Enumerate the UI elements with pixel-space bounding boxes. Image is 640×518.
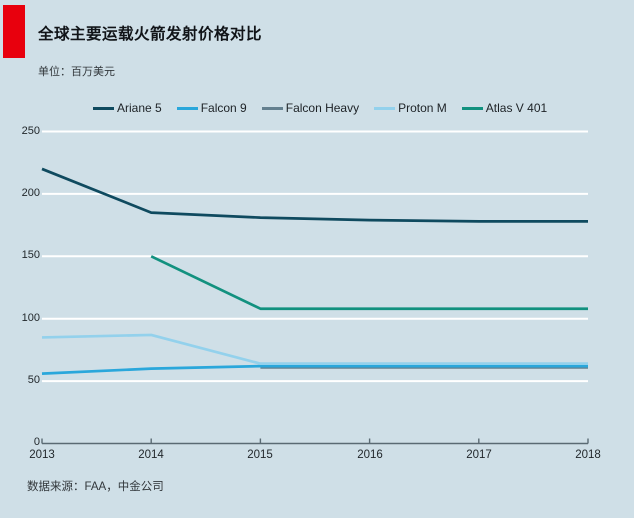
legend-label: Falcon Heavy <box>285 101 360 115</box>
y-tick-label: 0 <box>33 436 40 448</box>
x-tick-label: 2013 <box>29 449 55 461</box>
x-tick-label: 2017 <box>466 449 492 461</box>
legend-item-atlas-v-401: Atlas V 401 <box>461 101 548 115</box>
legend-item-falcon-9: Falcon 9 <box>176 101 247 115</box>
y-tick-label: 50 <box>27 374 40 386</box>
x-tick-label: 2015 <box>247 449 273 461</box>
chart-title: 全球主要运载火箭发射价格对比 <box>38 26 263 43</box>
legend-label: Atlas V 401 <box>485 101 548 115</box>
data-source-note: 数据来源：FAA，中金公司 <box>27 481 164 493</box>
unit-label: 单位：百万美元 <box>38 66 115 78</box>
legend-label: Ariane 5 <box>117 101 162 115</box>
legend-label: Falcon 9 <box>200 101 247 115</box>
x-tick-label: 2014 <box>138 449 164 461</box>
legend-label: Proton M <box>398 101 447 115</box>
legend-swatch-falcon-9 <box>176 106 198 110</box>
series-line-atlas-v-401 <box>150 255 588 311</box>
series-line-proton-m <box>41 333 588 365</box>
legend-item-ariane-5: Ariane 5 <box>93 101 162 115</box>
legend-swatch-proton-m <box>374 106 396 110</box>
x-tick-label: 2018 <box>575 449 601 461</box>
y-tick-label: 200 <box>21 187 40 199</box>
x-tick-label: 2016 <box>357 449 383 461</box>
y-tick-label: 150 <box>21 249 40 261</box>
red-accent-block <box>3 5 25 58</box>
y-tick-label: 250 <box>21 125 40 137</box>
series-line-falcon-9 <box>41 364 588 375</box>
series-line-ariane-5 <box>41 167 588 223</box>
y-tick-label: 100 <box>21 312 40 324</box>
legend: Ariane 5 Falcon 9 Falcon Heavy Proton M … <box>93 101 547 115</box>
legend-swatch-atlas-v-401 <box>461 106 483 110</box>
legend-item-falcon-heavy: Falcon Heavy <box>261 101 360 115</box>
legend-swatch-falcon-heavy <box>261 106 283 110</box>
legend-swatch-ariane-5 <box>93 106 114 110</box>
legend-item-proton-m: Proton M <box>374 101 447 115</box>
